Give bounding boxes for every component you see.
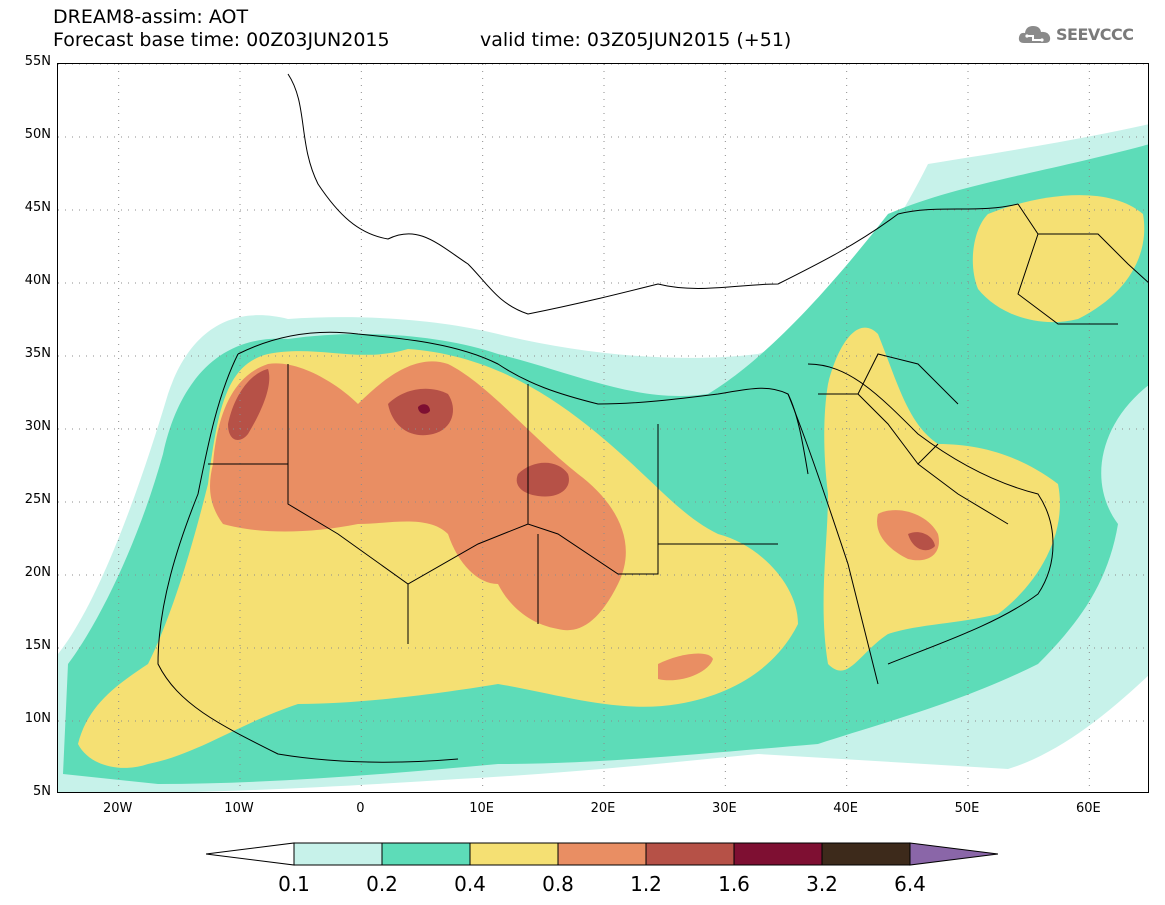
longitude-label: 60E xyxy=(1075,801,1101,816)
longitude-label: 40E xyxy=(833,801,859,816)
latitude-label: 25N xyxy=(24,492,51,507)
latitude-label: 30N xyxy=(24,419,51,434)
colorbar-over-arrow xyxy=(909,842,999,866)
aot-band-1.2-libya xyxy=(516,462,569,497)
colorbar-under-arrow xyxy=(205,842,295,866)
longitude-label: 50E xyxy=(954,801,980,816)
aot-band-1.6 xyxy=(418,404,430,414)
colorbar-label: 1.2 xyxy=(630,872,662,896)
colorbar-swatch xyxy=(821,842,911,866)
colorbar-label: 3.2 xyxy=(806,872,838,896)
aot-band-0.8 xyxy=(210,361,626,631)
colorbar-swatch xyxy=(645,842,735,866)
aot-band-0.4-arabia xyxy=(823,327,1060,671)
valid-time: valid time: 03Z05JUN2015 (+51) xyxy=(480,29,792,51)
country-boundaries xyxy=(157,73,1148,763)
longitude-label: 10W xyxy=(224,801,254,816)
graticule xyxy=(58,64,1148,792)
red-sea-coast xyxy=(787,393,879,685)
arabia-coast xyxy=(807,363,1054,665)
title-block: DREAM8-assim: AOT Forecast base time: 00… xyxy=(53,6,390,52)
latitude-label: 35N xyxy=(24,346,51,361)
latitude-label: 40N xyxy=(24,273,51,288)
colorbar xyxy=(205,842,999,870)
colorbar-label: 1.6 xyxy=(718,872,750,896)
aot-fields xyxy=(58,124,1148,792)
middle-east-borders xyxy=(818,353,1009,525)
longitude-label: 0 xyxy=(356,801,365,816)
sahara-borders xyxy=(208,364,778,644)
europe-coastline xyxy=(287,73,1019,315)
aot-band-1.2-arabia xyxy=(908,532,935,551)
logo-text: SEEVCCC xyxy=(1056,24,1134,44)
latitude-label: 15N xyxy=(24,638,51,653)
cloud-icon xyxy=(1018,26,1051,43)
latitude-label: 50N xyxy=(24,127,51,142)
colorbar-label: 0.1 xyxy=(278,872,310,896)
west-africa-coast xyxy=(157,353,459,763)
forecast-base-time: Forecast base time: 00Z03JUN2015 xyxy=(53,29,390,51)
colorbar-swatch xyxy=(557,842,647,866)
longitude-label: 20W xyxy=(102,801,133,816)
colorbar-swatch xyxy=(733,842,823,866)
latitude-label: 20N xyxy=(24,565,51,580)
aot-band-0.8-sudan xyxy=(658,653,713,681)
aot-band-1.2-atlas xyxy=(228,369,270,440)
map-canvas xyxy=(58,64,1148,792)
longitude-label: 30E xyxy=(711,801,737,816)
colorbar-swatch xyxy=(381,842,471,866)
africa-north-coast xyxy=(237,331,809,475)
map-title: DREAM8-assim: AOT xyxy=(53,6,249,28)
colorbar-label: 6.4 xyxy=(894,872,926,896)
latitude-label: 45N xyxy=(24,200,51,215)
colorbar-label: 0.2 xyxy=(366,872,398,896)
seevccc-logo: SEEVCCC xyxy=(1018,23,1134,45)
longitude-label: 20E xyxy=(590,801,616,816)
colorbar-swatches xyxy=(205,842,999,866)
longitude-label: 10E xyxy=(469,801,495,816)
colorbar-label: 0.4 xyxy=(454,872,486,896)
colorbar-label: 0.8 xyxy=(542,872,574,896)
aot-band-0.4-caspian xyxy=(972,195,1145,323)
latitude-label: 5N xyxy=(33,784,51,799)
central-asia-borders xyxy=(1017,203,1148,325)
latitude-label: 55N xyxy=(24,54,51,69)
colorbar-swatch xyxy=(469,842,559,866)
latitude-label: 10N xyxy=(24,711,51,726)
colorbar-swatch xyxy=(293,842,383,866)
aot-map xyxy=(57,63,1149,793)
